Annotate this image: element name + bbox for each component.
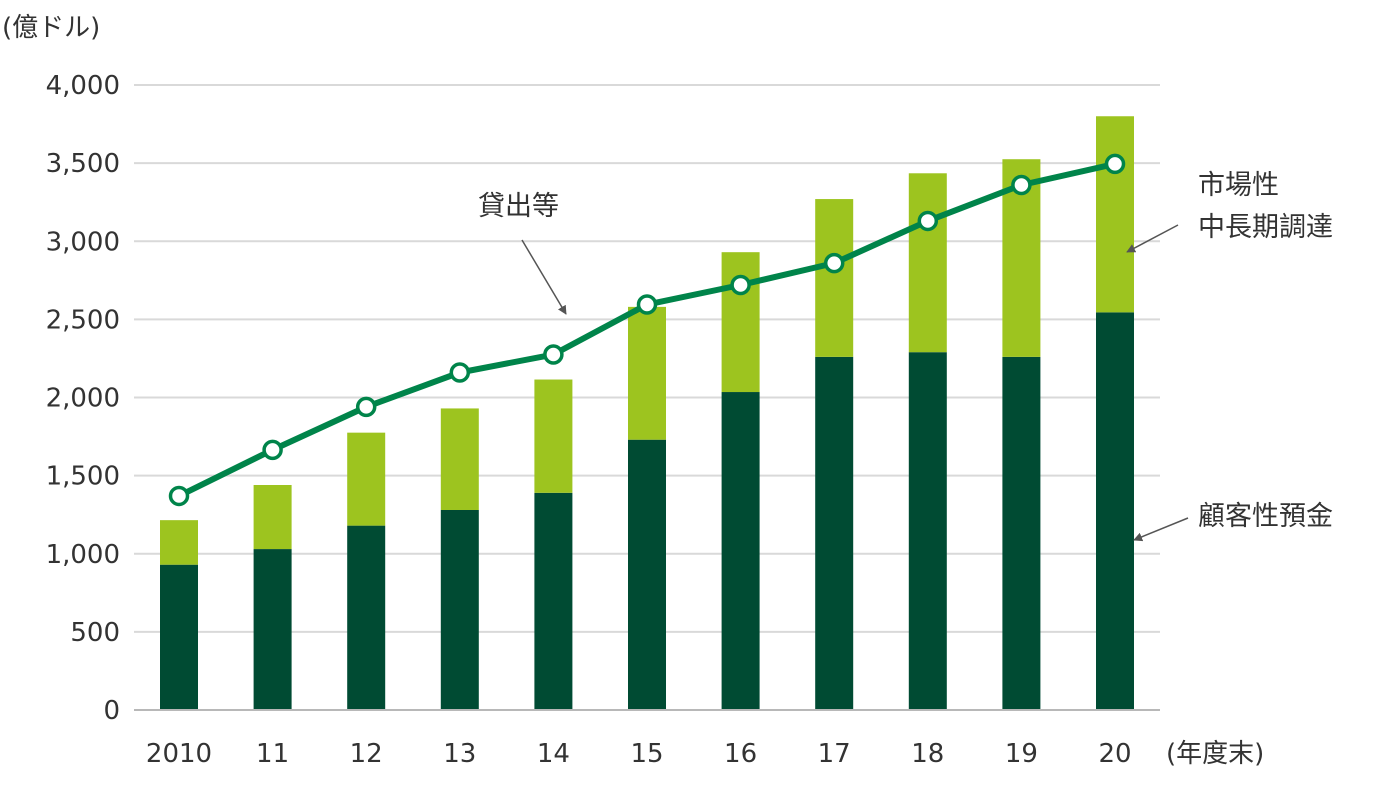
bar-customer-deposits <box>815 356 854 710</box>
bar-customer-deposits <box>1002 356 1041 710</box>
x-tick-label: 2010 <box>146 739 212 769</box>
loans-point <box>1011 174 1032 196</box>
y-tick-label: 4,000 <box>46 71 120 101</box>
x-tick-label: 13 <box>443 739 476 769</box>
y-tick-label: 3,500 <box>46 149 120 179</box>
loans-point <box>823 252 845 274</box>
y-tick-label: 500 <box>70 618 120 648</box>
loans-point <box>636 294 658 315</box>
loans-line <box>168 153 1126 507</box>
bar-customer-deposits <box>160 564 198 710</box>
bar-market-funding <box>721 252 760 393</box>
annotation-market-label-2: 中長期調達 <box>1198 212 1333 243</box>
loans-point <box>917 210 939 232</box>
bar-market-funding <box>347 432 386 526</box>
bars <box>160 116 1134 710</box>
annotation-loans-arrow <box>521 239 567 315</box>
bar-market-funding <box>253 485 292 550</box>
y-axis-unit-label: (億ドル) <box>2 13 100 43</box>
x-tick-label: 12 <box>350 739 383 769</box>
y-tick-label: 2,000 <box>46 384 120 414</box>
bar-market-funding <box>160 520 198 565</box>
bar-customer-deposits <box>1096 312 1134 710</box>
x-tick-label: 15 <box>630 739 663 769</box>
y-tick-label: 3,000 <box>46 227 120 257</box>
x-tick-label: 14 <box>537 739 570 769</box>
x-tick-label: 11 <box>256 739 289 769</box>
bar-market-funding <box>1096 116 1134 313</box>
y-tick-label: 1,500 <box>46 462 120 492</box>
loans-point <box>543 344 564 365</box>
bar-market-funding <box>815 199 854 357</box>
bar-market-funding <box>628 306 666 440</box>
bar-customer-deposits <box>440 510 479 710</box>
annotation-loans-label: 貸出等 <box>478 191 559 222</box>
bar-market-funding <box>534 379 573 493</box>
loans-point <box>168 485 190 507</box>
loans-point <box>262 439 283 461</box>
y-tick-label: 0 <box>103 696 120 726</box>
x-tick-label: 16 <box>724 739 757 769</box>
x-tick-label: 20 <box>1098 739 1131 769</box>
bar-customer-deposits <box>347 525 386 710</box>
y-tick-label: 2,500 <box>46 305 120 335</box>
x-axis-tick-labels: 2010 11 12 13 14 15 16 17 18 19 20 <box>146 739 1132 769</box>
y-tick-label: 1,000 <box>46 540 120 570</box>
x-tick-label: 19 <box>1005 739 1038 769</box>
annotation-deposits-label: 顧客性預金 <box>1198 501 1333 532</box>
annotation-market-label-1: 市場性 <box>1198 170 1279 201</box>
annotation-deposits-arrow <box>1133 517 1189 542</box>
x-tick-label: 17 <box>818 739 851 769</box>
x-axis-unit-label: (年度末) <box>1166 739 1264 769</box>
loans-point <box>730 274 751 296</box>
bar-customer-deposits <box>628 439 666 710</box>
bar-market-funding <box>440 408 479 510</box>
bar-customer-deposits <box>908 352 947 710</box>
bar-market-funding <box>908 173 947 353</box>
x-tick-label: 18 <box>911 739 944 769</box>
bar-customer-deposits <box>253 549 292 710</box>
loans-point <box>449 362 471 383</box>
loans-point <box>355 396 377 418</box>
bar-customer-deposits <box>534 492 573 710</box>
bar-customer-deposits <box>721 392 760 710</box>
loans-point <box>1104 153 1126 175</box>
annotation-market-arrow <box>1126 224 1179 253</box>
y-axis-tick-labels: 0 500 1,000 1,500 2,000 2,500 3,000 3,500 4,000 <box>46 71 120 726</box>
